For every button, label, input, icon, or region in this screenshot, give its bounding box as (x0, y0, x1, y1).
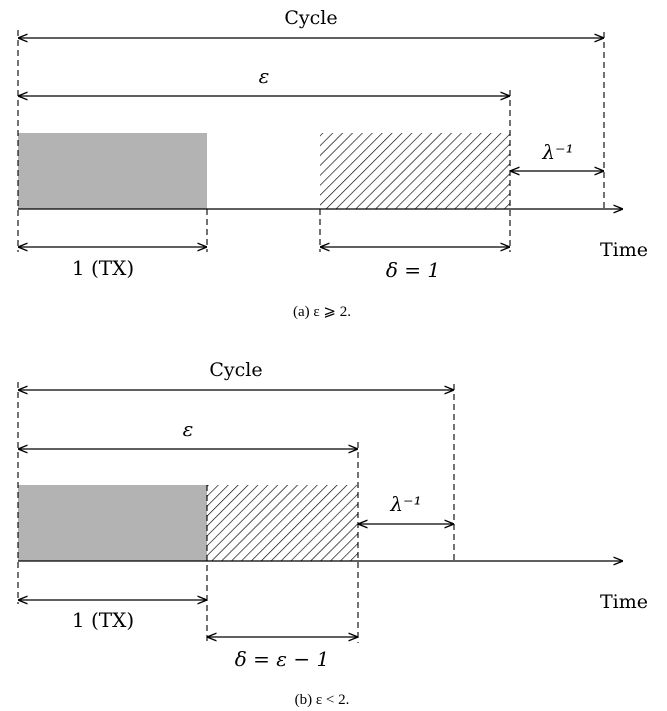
time-label: Time (600, 591, 648, 613)
tx-label: 1 (TX) (72, 256, 134, 280)
cycle-label: Cycle (209, 359, 262, 381)
cycle-label: Cycle (284, 7, 337, 29)
caption-a: (a) ε ⩾ 2. (293, 304, 351, 320)
time-label: Time (600, 239, 648, 261)
tx-bar (18, 485, 207, 561)
lambda-label: λ⁻¹ (389, 492, 421, 516)
panel-a: Cycle ε λ⁻¹ 1 (TX) δ = 1 Time (a) ε ⩾ 2. (17, 7, 648, 320)
caption-b: (b) ε < 2. (295, 692, 350, 708)
delta-hatched-bar (207, 485, 358, 561)
delta-label: δ = ε − 1 (235, 647, 329, 671)
epsilon-label: ε (183, 417, 194, 441)
tx-bar (18, 133, 207, 209)
delta-hatched-bar (320, 133, 510, 209)
tx-label: 1 (TX) (72, 608, 134, 632)
delta-label: δ = 1 (386, 258, 440, 282)
panel-b: Cycle ε λ⁻¹ 1 (TX) δ = ε − 1 Time (b) ε … (17, 359, 648, 708)
epsilon-label: ε (259, 64, 270, 88)
lambda-label: λ⁻¹ (541, 140, 573, 164)
